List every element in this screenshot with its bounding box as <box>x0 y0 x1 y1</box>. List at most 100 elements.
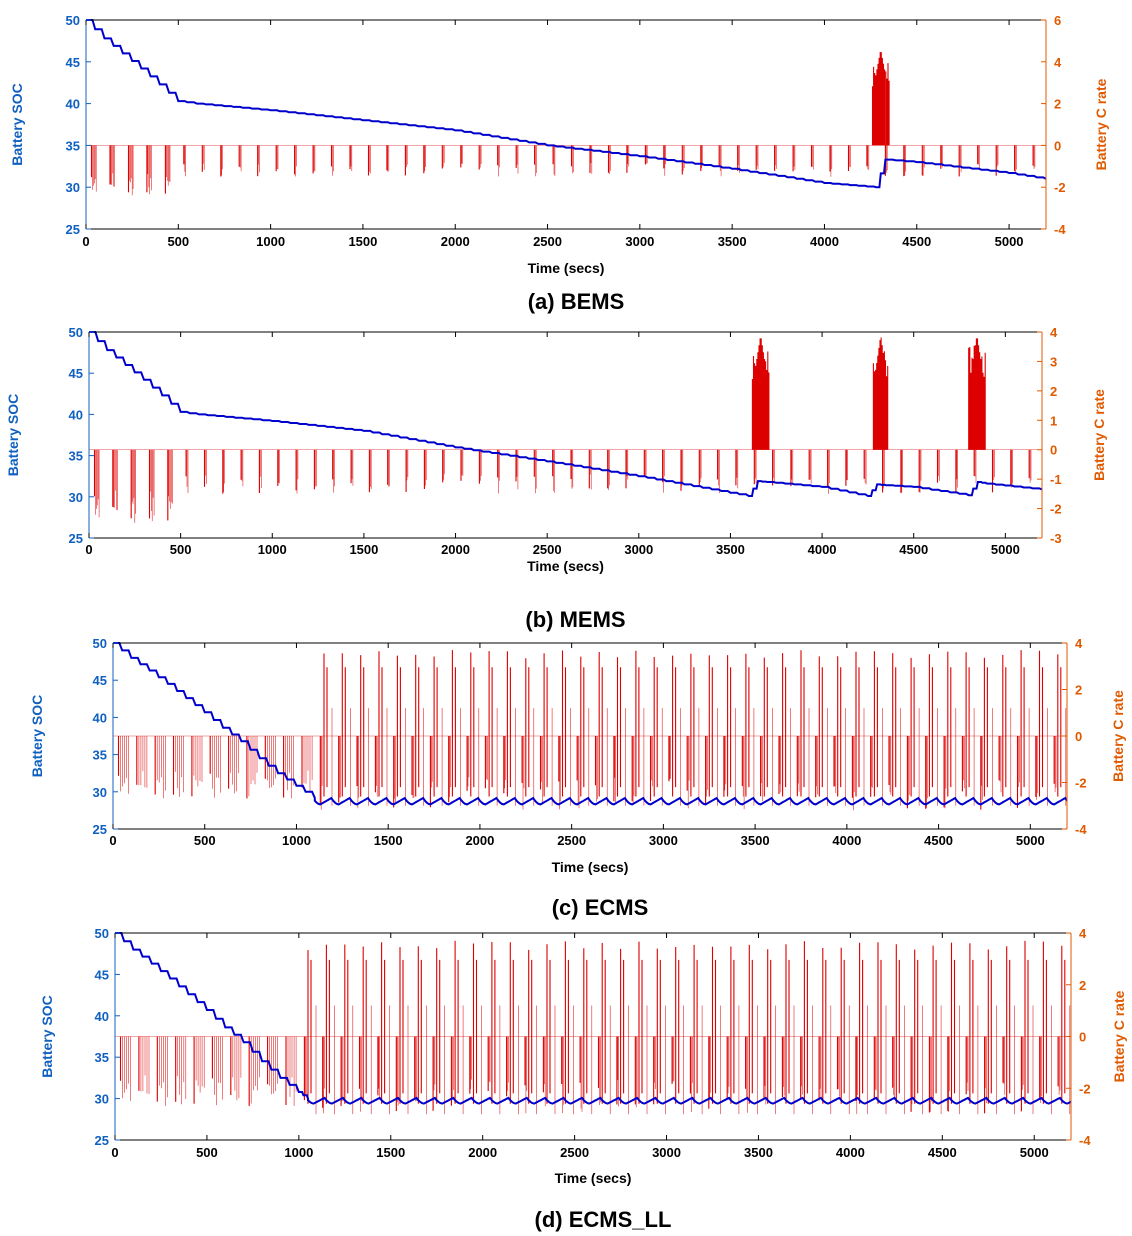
left-y-tick-label: 35 <box>66 138 80 153</box>
x-tick-label: 500 <box>170 542 192 557</box>
x-tick-label: 4000 <box>832 833 861 848</box>
left-y-tick-label: 45 <box>66 55 80 70</box>
x-tick-label: 0 <box>111 1145 118 1160</box>
right-y-tick-label: 2 <box>1075 683 1082 698</box>
left-y-tick-label: 25 <box>93 822 107 837</box>
left-y-axis-title: Battery SOC <box>29 695 45 777</box>
soc-series-line <box>113 642 1068 806</box>
x-axis-title: Time (secs) <box>555 1170 632 1186</box>
right-y-axis-title: Battery C rate <box>1110 690 1126 782</box>
x-tick-label: 500 <box>194 833 216 848</box>
right-y-tick-label: 0 <box>1054 138 1061 153</box>
x-tick-label: 4500 <box>902 234 931 249</box>
x-tick-label: 500 <box>167 234 189 249</box>
soc-series-line <box>86 19 1047 189</box>
x-tick-label: 2500 <box>557 833 586 848</box>
x-tick-label: 2000 <box>441 542 470 557</box>
x-tick-label: 2500 <box>533 542 562 557</box>
right-y-axis-title: Battery C rate <box>1093 78 1109 170</box>
left-y-tick-label: 50 <box>95 926 109 941</box>
c-rate-discharge-spikes <box>120 1005 1071 1115</box>
x-tick-label: 5000 <box>991 542 1020 557</box>
panel-caption: (b) MEMS <box>525 607 625 632</box>
x-tick-label: 1500 <box>376 1145 405 1160</box>
x-tick-label: 3500 <box>744 1145 773 1160</box>
x-tick-label: 1000 <box>258 542 287 557</box>
c-rate-main-spikes <box>93 337 1030 521</box>
left-y-tick-label: 35 <box>93 748 107 763</box>
right-y-tick-label: 4 <box>1054 55 1062 70</box>
x-tick-label: 3500 <box>741 833 770 848</box>
x-tick-label: 4500 <box>924 833 953 848</box>
c-rate-series <box>86 52 1046 196</box>
x-tick-label: 4000 <box>836 1145 865 1160</box>
x-tick-label: 0 <box>82 234 89 249</box>
x-tick-label: 1500 <box>349 542 378 557</box>
panel-b: 0 500 1000 1500 2000 2500 3000 3500 4000 4500 5000… <box>5 325 1107 632</box>
right-y-tick-label: -2 <box>1050 502 1062 517</box>
right-y-tick-label: -2 <box>1054 180 1066 195</box>
x-tick-label: 1000 <box>282 833 311 848</box>
panel-caption: (d) ECMS_LL <box>535 1207 672 1232</box>
left-y-tick-label: 30 <box>93 785 107 800</box>
c-rate-main-spikes <box>90 52 1034 194</box>
left-y-tick-label: 40 <box>93 710 107 725</box>
left-y-tick-label: 40 <box>95 1009 109 1024</box>
right-y-tick-label: -3 <box>1050 531 1062 546</box>
soc-series-line <box>89 331 1043 497</box>
right-y-tick-label: 4 <box>1075 636 1083 651</box>
x-tick-label: 1500 <box>374 833 403 848</box>
c-rate-series <box>89 337 1042 523</box>
right-y-tick-label: 2 <box>1050 384 1057 399</box>
x-tick-label: 3000 <box>649 833 678 848</box>
right-y-tick-label: -4 <box>1054 222 1066 237</box>
left-y-tick-label: 50 <box>93 636 107 651</box>
x-tick-label: 2000 <box>468 1145 497 1160</box>
x-tick-label: 4000 <box>808 542 837 557</box>
x-tick-label: 1000 <box>284 1145 313 1160</box>
right-y-tick-label: 0 <box>1050 443 1057 458</box>
left-y-tick-label: 25 <box>66 222 80 237</box>
right-y-tick-label: -4 <box>1075 822 1087 837</box>
x-tick-label: 3000 <box>652 1145 681 1160</box>
x-axis-title: Time (secs) <box>527 558 604 574</box>
left-y-tick-label: 40 <box>69 407 83 422</box>
left-y-tick-label: 25 <box>95 1133 109 1148</box>
x-tick-label: 4000 <box>810 234 839 249</box>
panel-caption: (c) ECMS <box>552 895 649 920</box>
left-y-tick-label: 30 <box>66 180 80 195</box>
x-tick-label: 4500 <box>899 542 928 557</box>
left-y-tick-label: 50 <box>66 13 80 28</box>
left-y-axis-title: Battery SOC <box>39 995 55 1077</box>
right-y-tick-label: 6 <box>1054 13 1061 28</box>
panel-a: 0 500 1000 1500 2000 2500 3000 3500 4000 4500 5000… <box>9 13 1109 314</box>
x-tick-label: 2000 <box>465 833 494 848</box>
x-tick-label: 3500 <box>716 542 745 557</box>
right-y-tick-label: -1 <box>1050 472 1062 487</box>
panel-caption: (a) BEMS <box>528 289 625 314</box>
left-y-tick-label: 35 <box>95 1050 109 1065</box>
left-y-axis-title: Battery SOC <box>9 83 25 165</box>
left-y-tick-label: 45 <box>69 366 83 381</box>
c-rate-discharge-spikes <box>91 145 1036 196</box>
right-y-tick-label: 2 <box>1079 978 1086 993</box>
x-tick-label: 1500 <box>348 234 377 249</box>
x-axis-title: Time (secs) <box>528 260 605 276</box>
left-y-tick-label: 30 <box>95 1092 109 1107</box>
right-y-tick-label: 0 <box>1079 1030 1086 1045</box>
right-y-tick-label: 4 <box>1050 325 1058 340</box>
left-y-tick-label: 45 <box>95 967 109 982</box>
c-rate-main-spikes <box>119 940 1066 1114</box>
panel-c: 0 500 1000 1500 2000 2500 3000 3500 4000 4500 5000… <box>29 636 1126 920</box>
x-tick-label: 4500 <box>928 1145 957 1160</box>
panel-d: 0 500 1000 1500 2000 2500 3000 3500 4000 4500 5000… <box>39 926 1127 1232</box>
c-rate-main-spikes <box>117 650 1062 810</box>
right-y-tick-label: 3 <box>1050 354 1057 369</box>
right-y-tick-label: 0 <box>1075 729 1082 744</box>
x-tick-label: 500 <box>196 1145 218 1160</box>
c-rate-discharge-spikes <box>94 449 1032 523</box>
left-y-tick-label: 35 <box>69 449 83 464</box>
right-y-tick-label: 4 <box>1079 926 1087 941</box>
x-tick-label: 2000 <box>441 234 470 249</box>
